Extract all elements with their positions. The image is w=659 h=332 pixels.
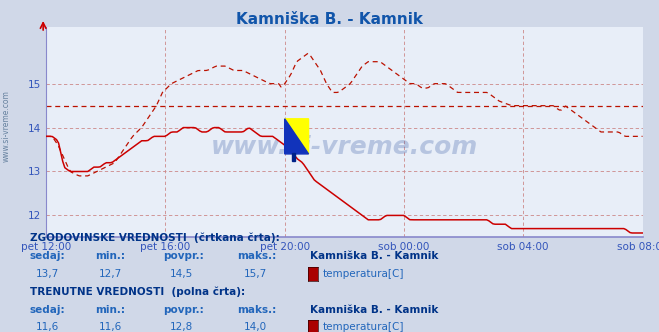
Text: ZGODOVINSKE VREDNOSTI  (črtkana črta):: ZGODOVINSKE VREDNOSTI (črtkana črta): [30, 232, 279, 243]
Text: min.:: min.: [96, 251, 126, 261]
Text: sedaj:: sedaj: [30, 305, 65, 315]
Text: Kamniška B. - Kamnik: Kamniška B. - Kamnik [236, 12, 423, 27]
Text: 15,7: 15,7 [244, 269, 268, 279]
Text: maks.:: maks.: [237, 305, 277, 315]
Text: 11,6: 11,6 [36, 322, 59, 332]
Text: maks.:: maks.: [237, 251, 277, 261]
Polygon shape [285, 119, 308, 154]
Text: min.:: min.: [96, 305, 126, 315]
Text: 13,7: 13,7 [36, 269, 59, 279]
Text: temperatura[C]: temperatura[C] [323, 269, 405, 279]
Bar [292, 153, 295, 160]
Text: www.si-vreme.com: www.si-vreme.com [2, 90, 11, 162]
Text: 12,7: 12,7 [99, 269, 123, 279]
Text: 11,6: 11,6 [99, 322, 123, 332]
Text: temperatura[C]: temperatura[C] [323, 322, 405, 332]
Polygon shape [285, 119, 308, 154]
Text: 12,8: 12,8 [170, 322, 194, 332]
Text: 14,5: 14,5 [170, 269, 194, 279]
Text: 14,0: 14,0 [244, 322, 268, 332]
Text: povpr.:: povpr.: [163, 251, 204, 261]
Text: www.si-vreme.com: www.si-vreme.com [211, 135, 478, 159]
Text: sedaj:: sedaj: [30, 251, 65, 261]
Text: Kamniška B. - Kamnik: Kamniška B. - Kamnik [310, 251, 438, 261]
Text: Kamniška B. - Kamnik: Kamniška B. - Kamnik [310, 305, 438, 315]
Text: povpr.:: povpr.: [163, 305, 204, 315]
Text: TRENUTNE VREDNOSTI  (polna črta):: TRENUTNE VREDNOSTI (polna črta): [30, 287, 244, 297]
